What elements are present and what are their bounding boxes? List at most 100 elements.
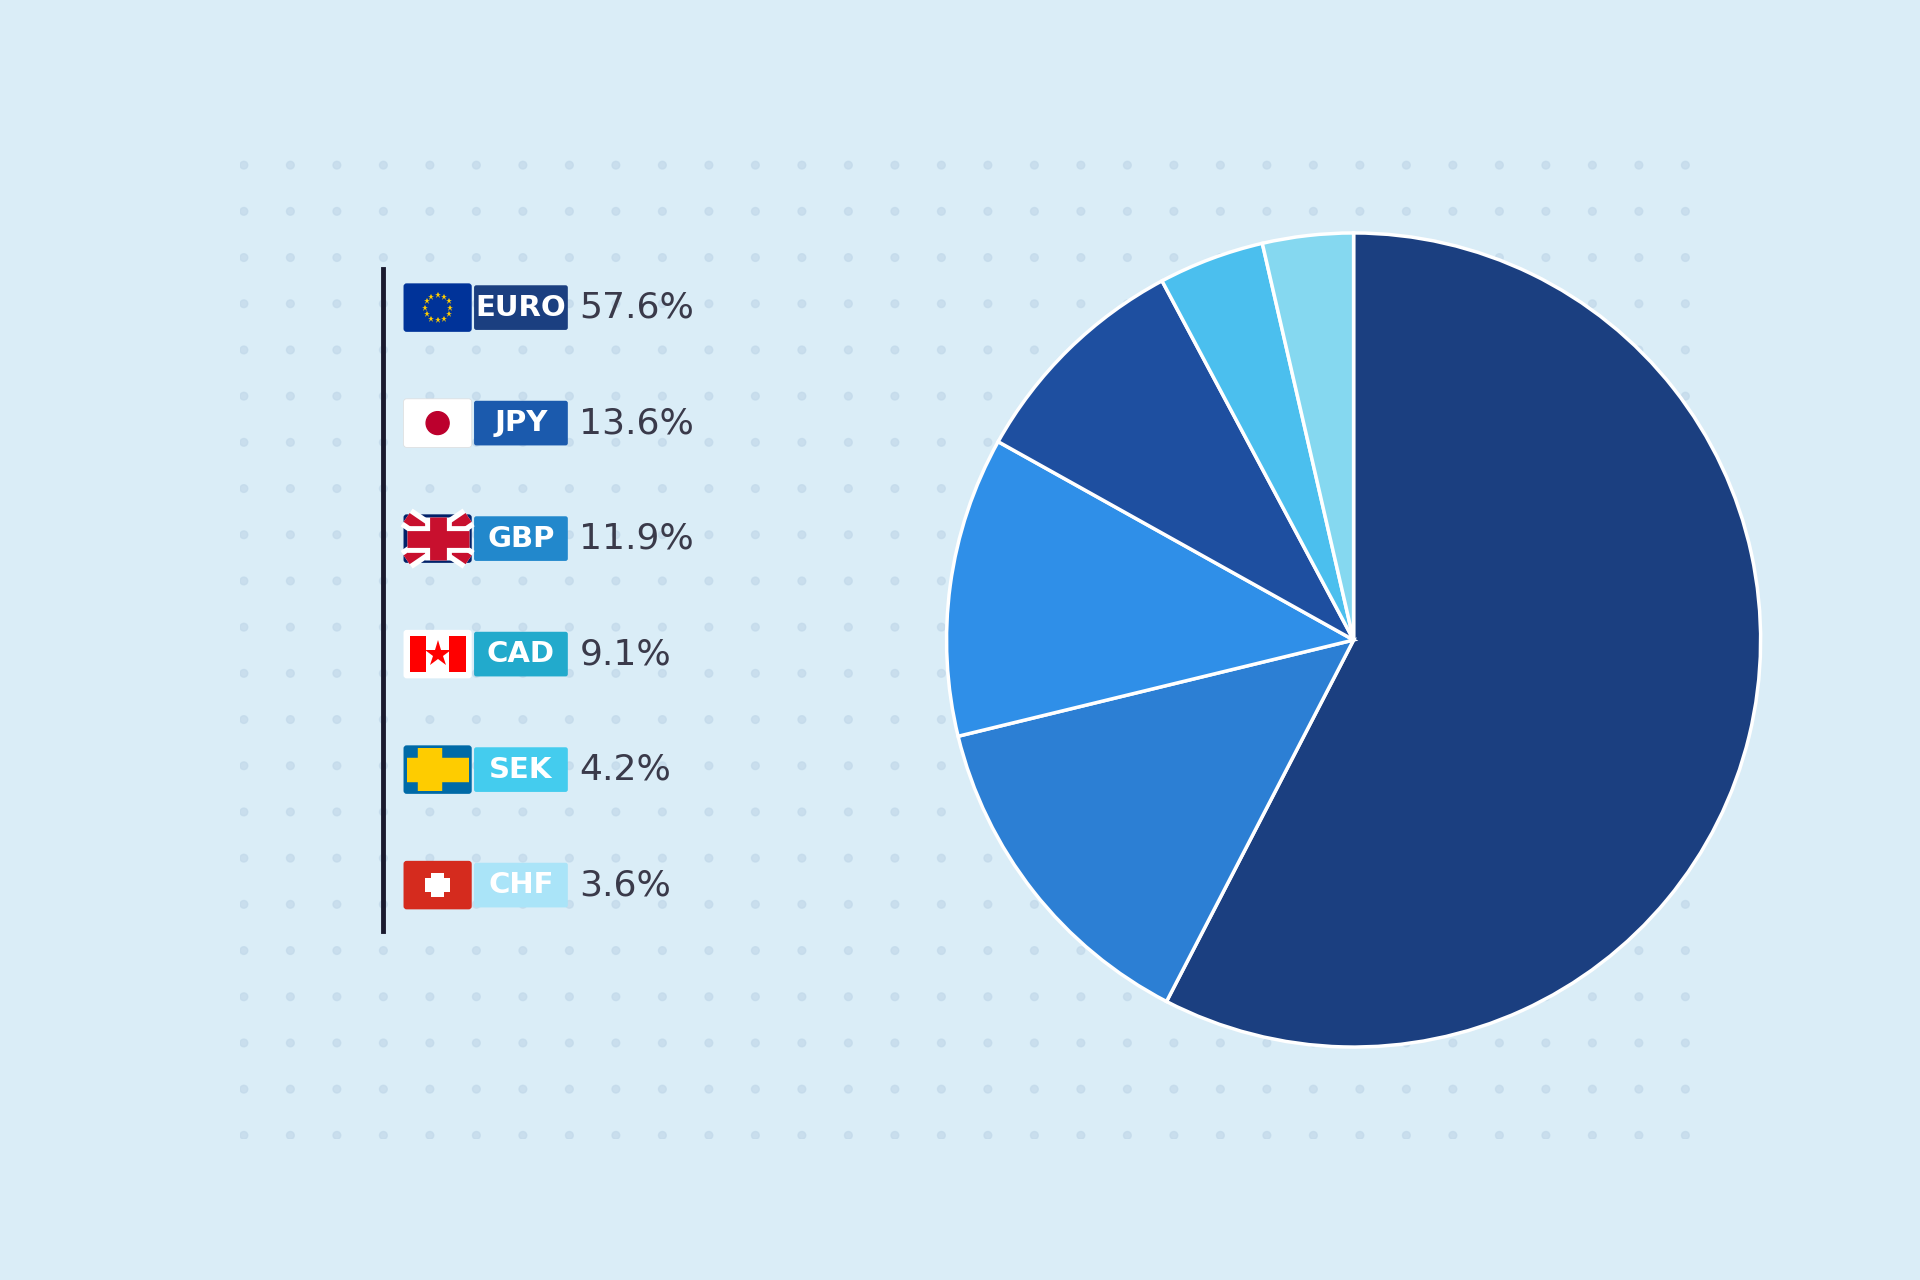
Circle shape: [1450, 577, 1457, 585]
Circle shape: [845, 485, 852, 493]
Circle shape: [472, 392, 480, 399]
Circle shape: [1031, 439, 1039, 447]
Circle shape: [286, 623, 294, 631]
Circle shape: [566, 439, 574, 447]
Circle shape: [1636, 762, 1644, 769]
Circle shape: [1217, 808, 1225, 815]
Circle shape: [518, 623, 526, 631]
Circle shape: [891, 485, 899, 493]
Circle shape: [1031, 253, 1039, 261]
Circle shape: [705, 762, 712, 769]
Wedge shape: [1162, 243, 1354, 640]
Circle shape: [426, 439, 434, 447]
Circle shape: [518, 346, 526, 353]
Circle shape: [518, 993, 526, 1001]
Circle shape: [845, 577, 852, 585]
Circle shape: [705, 901, 712, 909]
Circle shape: [1402, 669, 1411, 677]
Circle shape: [332, 392, 340, 399]
Circle shape: [1263, 577, 1271, 585]
Circle shape: [705, 531, 712, 539]
Circle shape: [472, 1085, 480, 1093]
Circle shape: [1588, 577, 1596, 585]
Circle shape: [1682, 485, 1690, 493]
Circle shape: [845, 623, 852, 631]
Circle shape: [1031, 392, 1039, 399]
Circle shape: [1263, 901, 1271, 909]
Circle shape: [472, 207, 480, 215]
Circle shape: [518, 669, 526, 677]
Circle shape: [1217, 207, 1225, 215]
Circle shape: [659, 716, 666, 723]
Circle shape: [1636, 623, 1644, 631]
Circle shape: [472, 993, 480, 1001]
Circle shape: [472, 531, 480, 539]
Circle shape: [1123, 669, 1131, 677]
Circle shape: [1123, 1085, 1131, 1093]
Circle shape: [518, 392, 526, 399]
Circle shape: [1217, 485, 1225, 493]
Circle shape: [1263, 485, 1271, 493]
Circle shape: [1031, 1132, 1039, 1139]
Circle shape: [1636, 716, 1644, 723]
Circle shape: [1682, 439, 1690, 447]
Circle shape: [891, 300, 899, 307]
Circle shape: [1169, 993, 1177, 1001]
Circle shape: [1169, 1039, 1177, 1047]
Circle shape: [799, 346, 806, 353]
Circle shape: [426, 808, 434, 815]
Bar: [409, 636, 426, 672]
Circle shape: [566, 1085, 574, 1093]
Circle shape: [1263, 762, 1271, 769]
Circle shape: [937, 669, 945, 677]
Circle shape: [1356, 993, 1363, 1001]
Circle shape: [891, 716, 899, 723]
Circle shape: [1588, 1132, 1596, 1139]
Circle shape: [332, 1132, 340, 1139]
Circle shape: [983, 392, 993, 399]
Circle shape: [332, 577, 340, 585]
Circle shape: [380, 716, 388, 723]
Circle shape: [1682, 669, 1690, 677]
Circle shape: [1217, 1039, 1225, 1047]
Circle shape: [1263, 392, 1271, 399]
Circle shape: [380, 808, 388, 815]
Circle shape: [1542, 253, 1549, 261]
Circle shape: [1450, 485, 1457, 493]
Circle shape: [426, 1132, 434, 1139]
Circle shape: [937, 854, 945, 861]
Circle shape: [1542, 1039, 1549, 1047]
Circle shape: [1309, 1085, 1317, 1093]
Circle shape: [1682, 1085, 1690, 1093]
Circle shape: [1263, 346, 1271, 353]
Circle shape: [566, 669, 574, 677]
Circle shape: [1356, 716, 1363, 723]
Circle shape: [891, 762, 899, 769]
Circle shape: [518, 207, 526, 215]
Circle shape: [380, 392, 388, 399]
Circle shape: [659, 392, 666, 399]
Circle shape: [1217, 947, 1225, 955]
Circle shape: [1402, 1085, 1411, 1093]
Wedge shape: [1167, 233, 1761, 1047]
Circle shape: [1077, 207, 1085, 215]
Circle shape: [518, 854, 526, 861]
Circle shape: [612, 623, 620, 631]
Circle shape: [1682, 207, 1690, 215]
Circle shape: [472, 300, 480, 307]
Circle shape: [1682, 577, 1690, 585]
Circle shape: [380, 1039, 388, 1047]
Circle shape: [1169, 762, 1177, 769]
Circle shape: [751, 392, 758, 399]
Circle shape: [518, 253, 526, 261]
Circle shape: [1450, 1039, 1457, 1047]
Circle shape: [845, 300, 852, 307]
Circle shape: [332, 253, 340, 261]
Circle shape: [286, 392, 294, 399]
Circle shape: [332, 716, 340, 723]
Circle shape: [426, 531, 434, 539]
Circle shape: [332, 346, 340, 353]
Circle shape: [332, 300, 340, 307]
FancyBboxPatch shape: [403, 630, 472, 678]
Circle shape: [891, 669, 899, 677]
